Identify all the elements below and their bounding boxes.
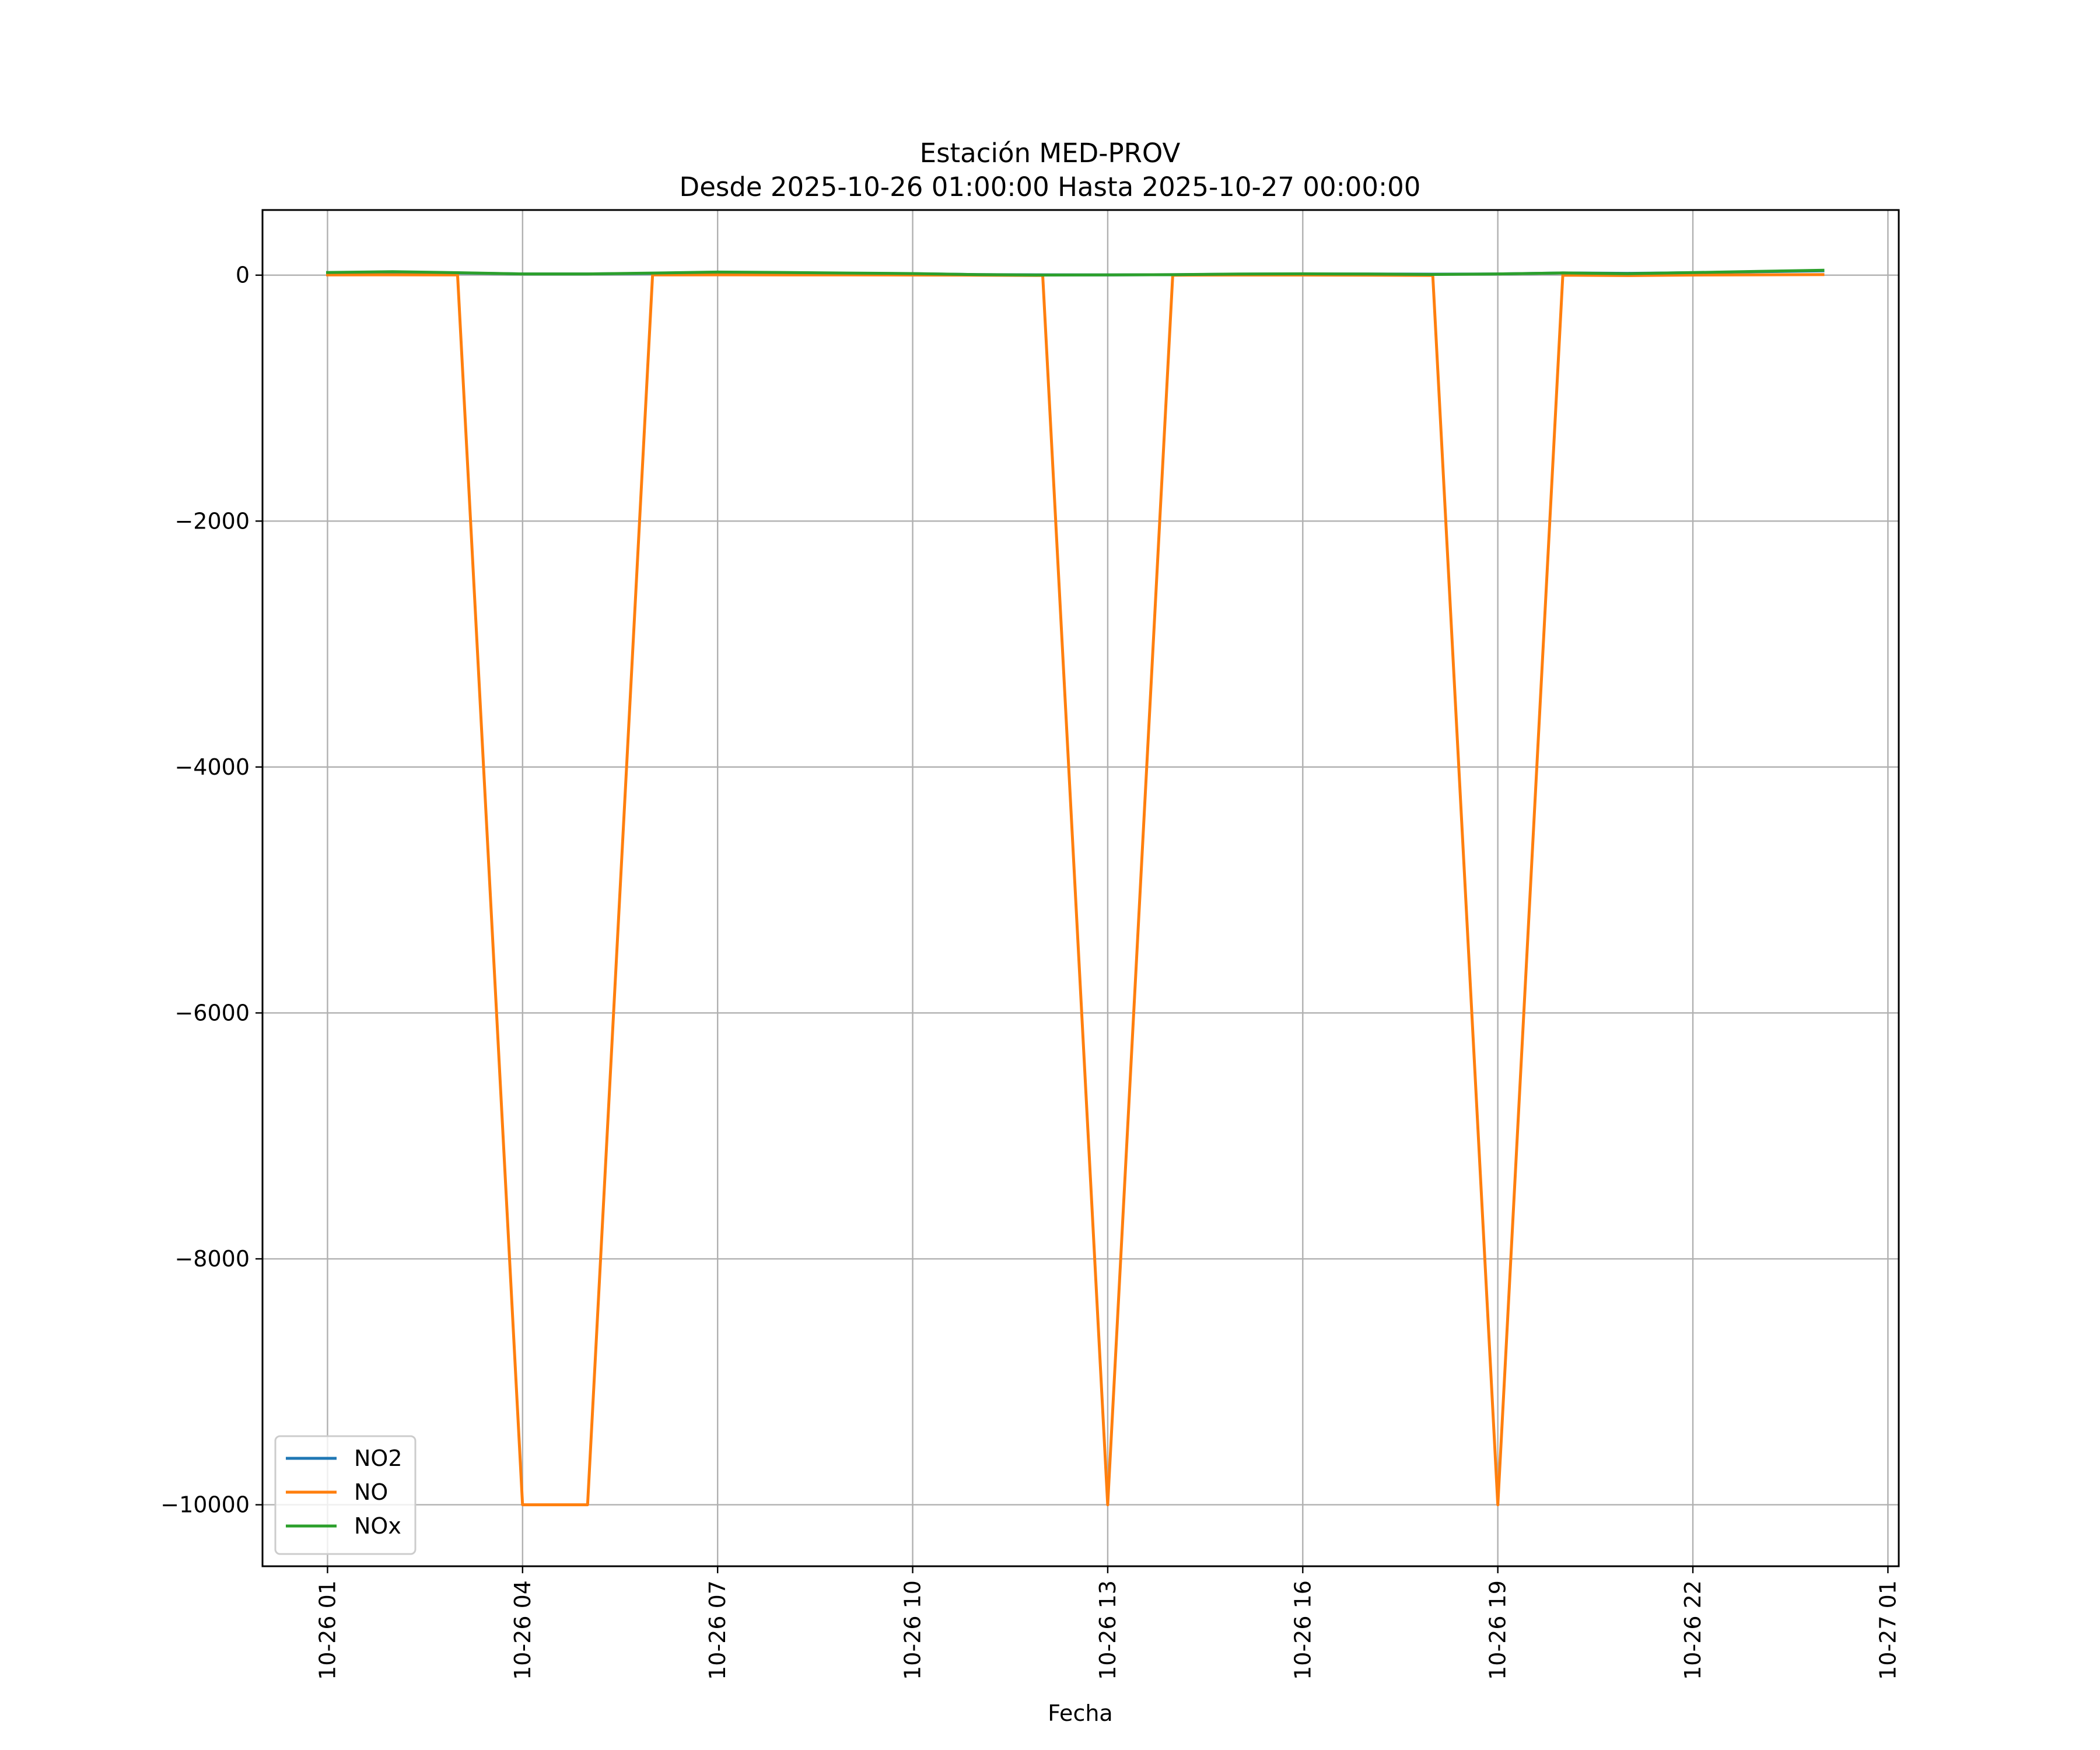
legend-label-no: NO [354,1479,388,1505]
y-tick-label: −2000 [174,508,250,534]
series-line-nox [326,268,1825,276]
x-axis-ticks: 10-26 01 10-26 04 10-26 07 10-26 10 10-26 13… [314,1566,1901,1680]
chart-title: Estación MED-PROV [920,138,1181,169]
x-tick-label: 10-26 04 [510,1580,536,1680]
y-tick-label: 0 [236,262,250,288]
plot-area-frame [261,209,1900,1567]
series-lines [326,268,1825,1507]
grid [262,210,1899,1566]
legend-label-nox: NOx [354,1513,401,1539]
legend: NO2 NO NOx [274,1435,416,1555]
x-tick-label: 10-26 10 [900,1580,926,1680]
x-axis-label: Fecha [1048,1700,1112,1726]
x-tick-label: 10-26 13 [1095,1580,1121,1680]
y-tick-label: −10000 [160,1492,250,1518]
y-tick-label: −8000 [174,1246,250,1272]
x-tick-label: 10-27 01 [1875,1580,1901,1680]
series-line-no [326,273,1825,1507]
chart-subtitle: Desde 2025-10-26 01:00:00 Hasta 2025-10-… [680,172,1421,202]
x-tick-label: 10-26 07 [705,1580,730,1680]
x-tick-label: 10-26 16 [1290,1580,1315,1680]
y-axis-ticks: 0 −2000 −4000 −6000 −8000 −10000 [160,262,262,1518]
y-tick-label: −4000 [174,754,250,780]
x-tick-label: 10-26 01 [314,1580,340,1680]
legend-label-no2: NO2 [354,1446,402,1471]
x-tick-label: 10-26 22 [1680,1580,1706,1680]
y-tick-label: −6000 [174,1000,250,1026]
x-tick-label: 10-26 19 [1485,1580,1511,1680]
